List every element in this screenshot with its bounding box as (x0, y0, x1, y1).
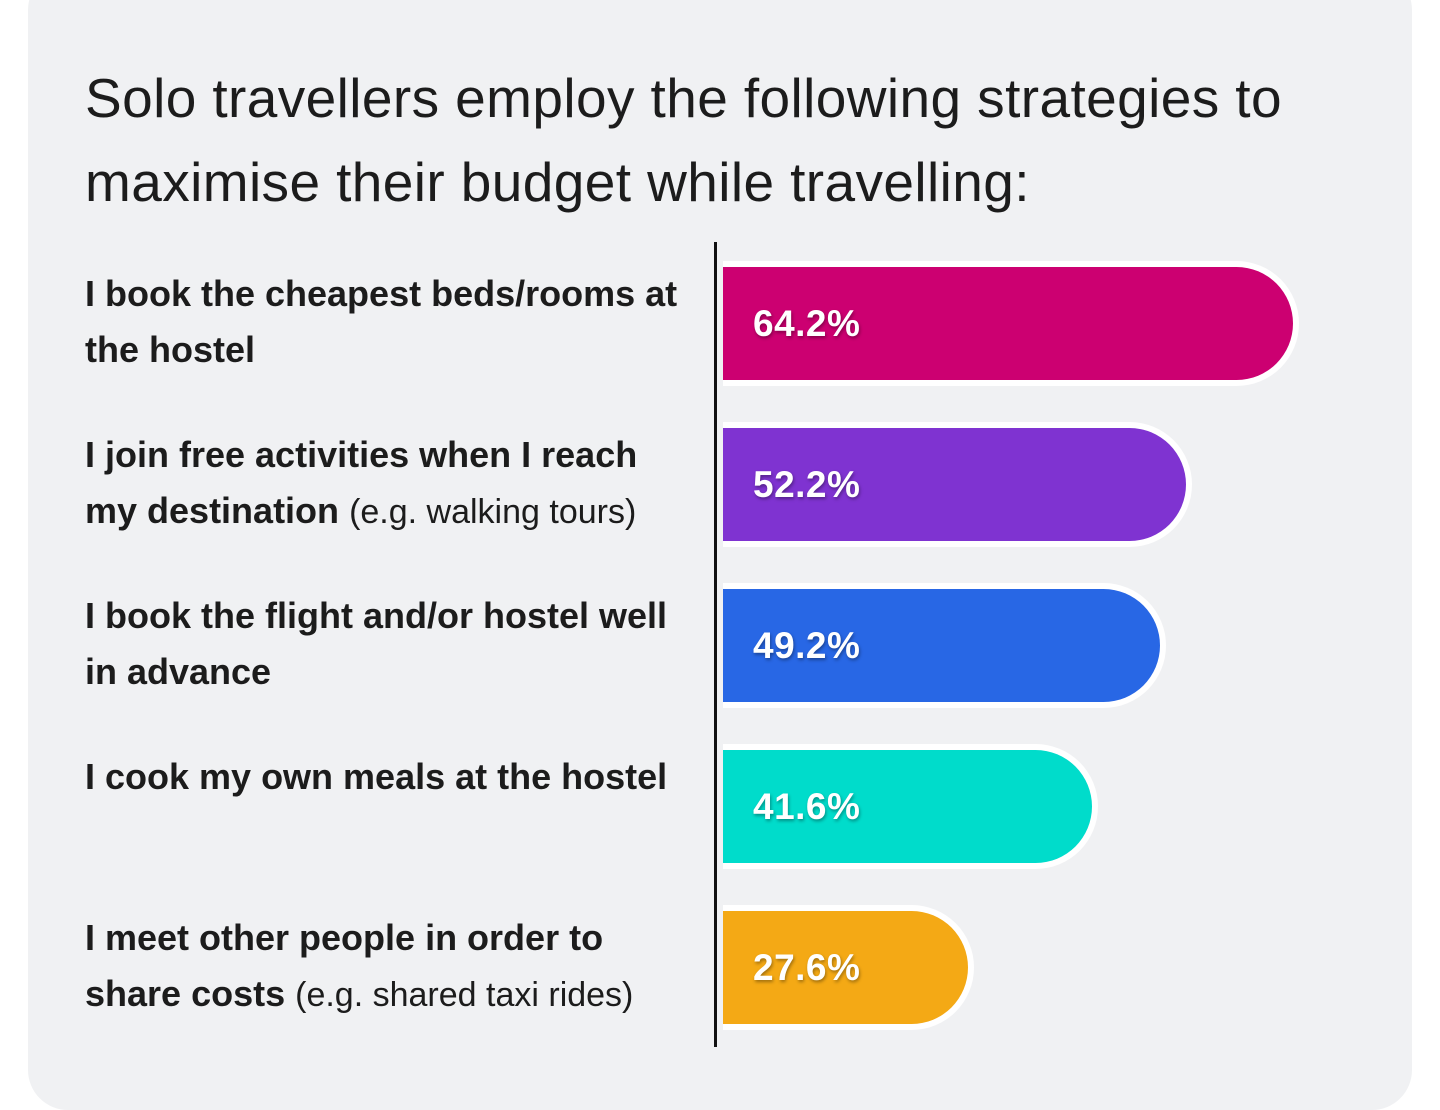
bar-value-label: 52.2% (753, 464, 861, 505)
category-label-note: (e.g. shared taxi rides) (295, 976, 634, 1014)
bar-value-label: 49.2% (753, 625, 861, 666)
category-label: I join free activities when I reach my d… (85, 427, 695, 540)
chart-title: Solo travellers employ the following str… (85, 67, 1282, 213)
bar: 27.6% (723, 911, 968, 1024)
category-label: I cook my own meals at the hostel (85, 749, 695, 805)
category-label: I book the flight and/or hostel well in … (85, 588, 695, 700)
category-label: I meet other people in order to share co… (85, 910, 695, 1023)
bar-value-label: 64.2% (753, 303, 861, 344)
category-label-text: I book the flight and/or hostel well in … (85, 595, 668, 692)
bar: 41.6% (723, 750, 1092, 863)
category-label-text: I cook my own meals at the hostel (85, 756, 668, 797)
bar-value-label: 27.6% (753, 947, 861, 988)
bar: 64.2% (723, 267, 1293, 380)
bar-value-label: 41.6% (753, 786, 861, 827)
chart-card (28, 0, 1412, 1110)
category-label: I book the cheapest beds/rooms at the ho… (85, 266, 695, 378)
y-axis-line (714, 242, 717, 1047)
bar: 52.2% (723, 428, 1186, 541)
category-label-text: I book the cheapest beds/rooms at the ho… (85, 273, 678, 370)
category-label-note: (e.g. walking tours) (349, 493, 637, 531)
category-label-text: I join free activities when I reach my d… (85, 434, 638, 531)
bar: 49.2% (723, 589, 1160, 702)
category-label-text: I meet other people in order to share co… (85, 917, 604, 1014)
